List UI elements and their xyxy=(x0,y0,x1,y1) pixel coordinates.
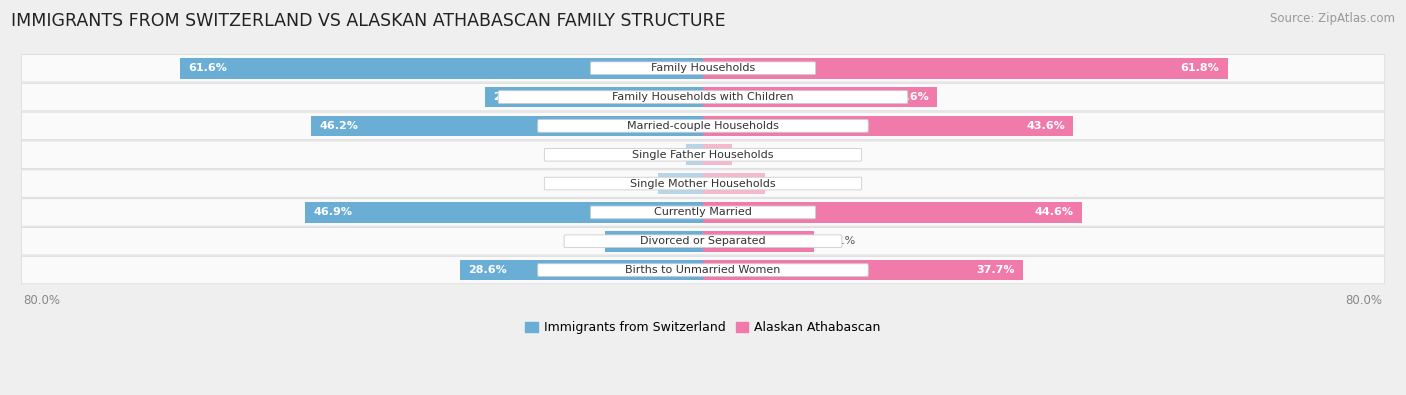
FancyBboxPatch shape xyxy=(21,112,1385,140)
Bar xyxy=(703,231,814,252)
FancyBboxPatch shape xyxy=(21,256,1385,284)
FancyBboxPatch shape xyxy=(22,199,1384,226)
Text: 46.2%: 46.2% xyxy=(319,121,359,131)
Text: 11.5%: 11.5% xyxy=(564,236,599,246)
Bar xyxy=(606,231,703,252)
Text: 80.0%: 80.0% xyxy=(1346,294,1382,307)
FancyBboxPatch shape xyxy=(21,227,1385,255)
Text: 43.6%: 43.6% xyxy=(1026,121,1064,131)
FancyBboxPatch shape xyxy=(21,141,1385,169)
Bar xyxy=(305,202,703,223)
Text: 61.6%: 61.6% xyxy=(188,63,228,73)
Legend: Immigrants from Switzerland, Alaskan Athabascan: Immigrants from Switzerland, Alaskan Ath… xyxy=(520,316,886,339)
FancyBboxPatch shape xyxy=(22,228,1384,254)
FancyBboxPatch shape xyxy=(564,235,842,248)
Bar xyxy=(686,144,703,165)
FancyBboxPatch shape xyxy=(591,62,815,75)
Text: 7.3%: 7.3% xyxy=(772,179,800,188)
Text: 37.7%: 37.7% xyxy=(976,265,1015,275)
Text: 80.0%: 80.0% xyxy=(24,294,60,307)
Bar xyxy=(703,202,1081,223)
Text: Family Households: Family Households xyxy=(651,63,755,73)
Text: 5.3%: 5.3% xyxy=(623,179,651,188)
FancyBboxPatch shape xyxy=(498,91,908,103)
Text: 46.9%: 46.9% xyxy=(314,207,352,217)
Text: Married-couple Households: Married-couple Households xyxy=(627,121,779,131)
Text: 28.6%: 28.6% xyxy=(468,265,508,275)
Bar xyxy=(703,260,1024,280)
Text: Births to Unmarried Women: Births to Unmarried Women xyxy=(626,265,780,275)
Text: 2.0%: 2.0% xyxy=(651,150,679,160)
FancyBboxPatch shape xyxy=(22,84,1384,110)
FancyBboxPatch shape xyxy=(537,264,869,276)
FancyBboxPatch shape xyxy=(21,169,1385,198)
Text: 61.8%: 61.8% xyxy=(1181,63,1219,73)
Bar xyxy=(703,144,733,165)
Text: IMMIGRANTS FROM SWITZERLAND VS ALASKAN ATHABASCAN FAMILY STRUCTURE: IMMIGRANTS FROM SWITZERLAND VS ALASKAN A… xyxy=(11,12,725,30)
Text: Currently Married: Currently Married xyxy=(654,207,752,217)
Bar xyxy=(703,173,765,194)
FancyBboxPatch shape xyxy=(21,198,1385,226)
Bar xyxy=(703,115,1073,136)
Text: 13.1%: 13.1% xyxy=(821,236,856,246)
FancyBboxPatch shape xyxy=(544,177,862,190)
Text: Source: ZipAtlas.com: Source: ZipAtlas.com xyxy=(1270,12,1395,25)
Text: 3.4%: 3.4% xyxy=(738,150,768,160)
FancyBboxPatch shape xyxy=(22,55,1384,81)
FancyBboxPatch shape xyxy=(22,170,1384,197)
Bar xyxy=(703,58,1227,79)
FancyBboxPatch shape xyxy=(21,83,1385,111)
Text: 27.6%: 27.6% xyxy=(890,92,929,102)
Text: Family Households with Children: Family Households with Children xyxy=(612,92,794,102)
Text: Single Father Households: Single Father Households xyxy=(633,150,773,160)
FancyBboxPatch shape xyxy=(591,206,815,219)
Bar xyxy=(703,87,938,107)
Bar xyxy=(311,115,703,136)
Text: Single Mother Households: Single Mother Households xyxy=(630,179,776,188)
Bar xyxy=(658,173,703,194)
Text: Divorced or Separated: Divorced or Separated xyxy=(640,236,766,246)
Bar xyxy=(180,58,703,79)
FancyBboxPatch shape xyxy=(22,141,1384,168)
FancyBboxPatch shape xyxy=(21,54,1385,82)
FancyBboxPatch shape xyxy=(537,120,869,132)
Bar xyxy=(485,87,703,107)
FancyBboxPatch shape xyxy=(544,149,862,161)
Text: 44.6%: 44.6% xyxy=(1035,207,1073,217)
FancyBboxPatch shape xyxy=(22,257,1384,283)
Text: 25.7%: 25.7% xyxy=(494,92,531,102)
Bar xyxy=(460,260,703,280)
FancyBboxPatch shape xyxy=(22,113,1384,139)
